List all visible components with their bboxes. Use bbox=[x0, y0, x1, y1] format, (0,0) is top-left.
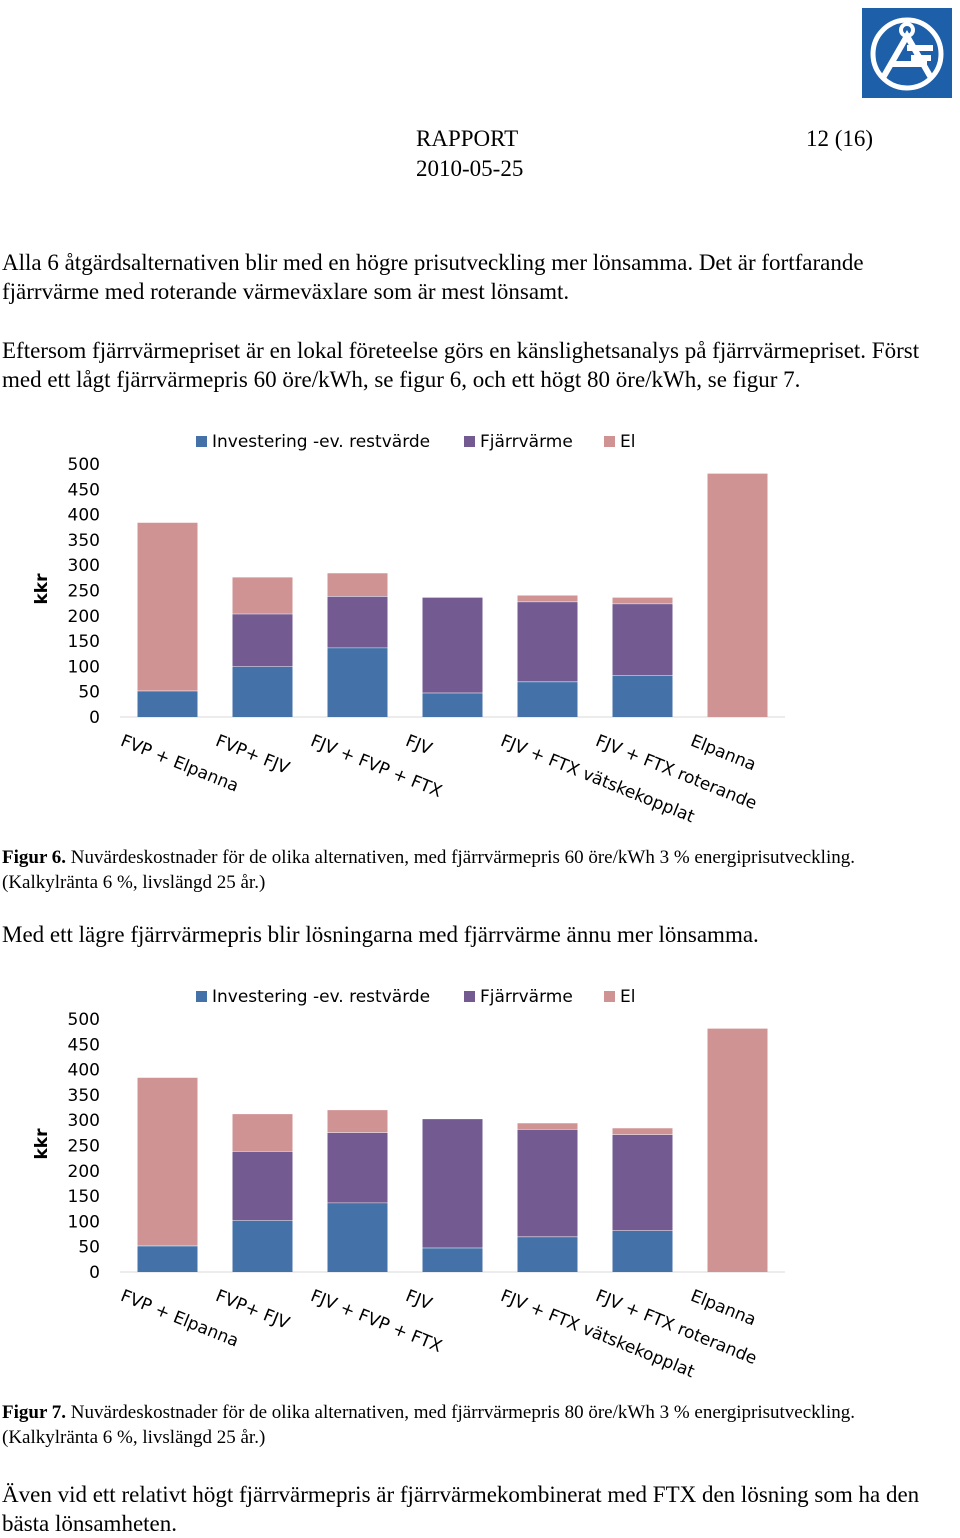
x-tick-label: FJV bbox=[403, 731, 435, 760]
y-tick-label: 350 bbox=[68, 1086, 100, 1106]
bar-segment bbox=[327, 596, 388, 648]
stacked-bar-chart: Investering -ev. restvärde Fjärrvärme El kk… bbox=[32, 987, 785, 1382]
bar-segment bbox=[137, 1077, 198, 1246]
bar-segment bbox=[422, 1247, 483, 1272]
bar-segment bbox=[517, 681, 578, 717]
paragraph-2: Eftersom fjärrvärmepriset är en lokal fö… bbox=[2, 338, 920, 392]
bar-segment bbox=[612, 597, 673, 604]
y-tick-label: 450 bbox=[68, 480, 100, 500]
bar-segment bbox=[517, 595, 578, 602]
legend-label: El bbox=[620, 432, 635, 452]
legend-label: Investering -ev. restvärde bbox=[212, 987, 430, 1007]
bar-segment bbox=[612, 1230, 673, 1272]
x-tick-label: Elpanna bbox=[688, 731, 759, 775]
legend-label: Fjärrvärme bbox=[480, 987, 573, 1007]
y-tick-label: 250 bbox=[68, 1137, 100, 1157]
y-axis-label: kkr bbox=[32, 573, 52, 605]
page-number: 12 (16) bbox=[806, 126, 874, 151]
stacked-bar-chart: Investering -ev. restvärde Fjärrvärme El kk… bbox=[32, 432, 785, 827]
legend-swatch bbox=[604, 991, 615, 1002]
bar-segment bbox=[517, 1129, 578, 1237]
figure-6-chart: Investering -ev. restvärde Fjärrvärme El kk… bbox=[0, 420, 960, 840]
bar-segment bbox=[422, 1118, 483, 1248]
bar-segment bbox=[612, 1127, 673, 1135]
legend-swatch bbox=[604, 436, 615, 447]
legend-swatch bbox=[464, 436, 475, 447]
bar-segment bbox=[517, 1236, 578, 1272]
legend-swatch bbox=[196, 991, 207, 1002]
bar-segment bbox=[327, 647, 388, 717]
bar-segment bbox=[422, 597, 483, 693]
bar-segment bbox=[137, 1245, 198, 1272]
bar-segment bbox=[232, 666, 293, 717]
y-tick-label: 50 bbox=[78, 683, 100, 703]
y-tick-label: 350 bbox=[68, 531, 100, 551]
legend-label: El bbox=[620, 987, 635, 1007]
y-tick-label: 300 bbox=[68, 1111, 100, 1131]
bar-segment bbox=[327, 572, 388, 597]
bar-segment bbox=[707, 473, 768, 717]
legend-label: Fjärrvärme bbox=[480, 432, 573, 452]
af-logo bbox=[862, 8, 952, 98]
figure-7-caption: Figur 7. Nuvärdeskostnader för de olika … bbox=[2, 1400, 902, 1450]
figure-6-caption: Figur 6. Nuvärdeskostnader för de olika … bbox=[2, 845, 902, 895]
y-tick-label: 400 bbox=[68, 1061, 100, 1081]
bar-segment bbox=[232, 613, 293, 667]
bar-segment bbox=[517, 601, 578, 682]
bar-segment bbox=[232, 1220, 293, 1272]
bar-segment bbox=[137, 690, 198, 717]
y-tick-label: 200 bbox=[68, 607, 100, 627]
y-tick-label: 300 bbox=[68, 556, 100, 576]
figure-7-text: Nuvärdeskostnader för de olika alternati… bbox=[2, 1402, 855, 1448]
y-tick-label: 150 bbox=[68, 1187, 100, 1207]
legend-swatch bbox=[464, 991, 475, 1002]
x-tick-label: FJV bbox=[403, 1286, 435, 1315]
y-tick-label: 500 bbox=[68, 1010, 100, 1030]
report-title: RAPPORT bbox=[416, 126, 519, 151]
bar-segment bbox=[232, 576, 293, 614]
y-tick-label: 500 bbox=[68, 455, 100, 475]
y-tick-label: 0 bbox=[89, 1263, 100, 1283]
y-axis-label: kkr bbox=[32, 1128, 52, 1160]
y-tick-label: 400 bbox=[68, 506, 100, 526]
figure-7-chart: Investering -ev. restvärde Fjärrvärme El kk… bbox=[0, 975, 960, 1395]
x-tick-label: Elpanna bbox=[688, 1286, 759, 1330]
bar-segment bbox=[422, 692, 483, 717]
bar-segment bbox=[327, 1132, 388, 1203]
paragraph-1: Alla 6 åtgärdsalternativen blir med en h… bbox=[2, 250, 864, 304]
figure-6-text: Nuvärdeskostnader för de olika alternati… bbox=[2, 847, 855, 893]
legend-swatch bbox=[196, 436, 207, 447]
y-tick-label: 250 bbox=[68, 582, 100, 602]
y-tick-label: 150 bbox=[68, 632, 100, 652]
bar-segment bbox=[612, 603, 673, 676]
y-tick-label: 50 bbox=[78, 1238, 100, 1258]
y-tick-label: 100 bbox=[68, 1212, 100, 1232]
bar-segment bbox=[707, 1028, 768, 1272]
paragraph-4: Även vid ett relativt högt fjärrvärmepri… bbox=[2, 1482, 920, 1536]
y-tick-label: 200 bbox=[68, 1162, 100, 1182]
figure-7-label: Figur 7. bbox=[2, 1402, 67, 1423]
legend-label: Investering -ev. restvärde bbox=[212, 432, 430, 452]
bar-segment bbox=[612, 675, 673, 717]
y-tick-label: 450 bbox=[68, 1035, 100, 1055]
bar-segment bbox=[232, 1151, 293, 1221]
bar-segment bbox=[612, 1134, 673, 1231]
bar-segment bbox=[517, 1122, 578, 1130]
bar-segment bbox=[327, 1202, 388, 1272]
y-tick-label: 100 bbox=[68, 657, 100, 677]
figure-6-label: Figur 6. bbox=[2, 847, 67, 868]
bar-segment bbox=[327, 1109, 388, 1133]
report-date: 2010-05-25 bbox=[416, 156, 524, 181]
paragraph-3: Med ett lägre fjärrvärmepris blir lösnin… bbox=[2, 922, 759, 947]
bar-segment bbox=[137, 522, 198, 691]
bar-segment bbox=[232, 1113, 293, 1152]
y-tick-label: 0 bbox=[89, 708, 100, 728]
